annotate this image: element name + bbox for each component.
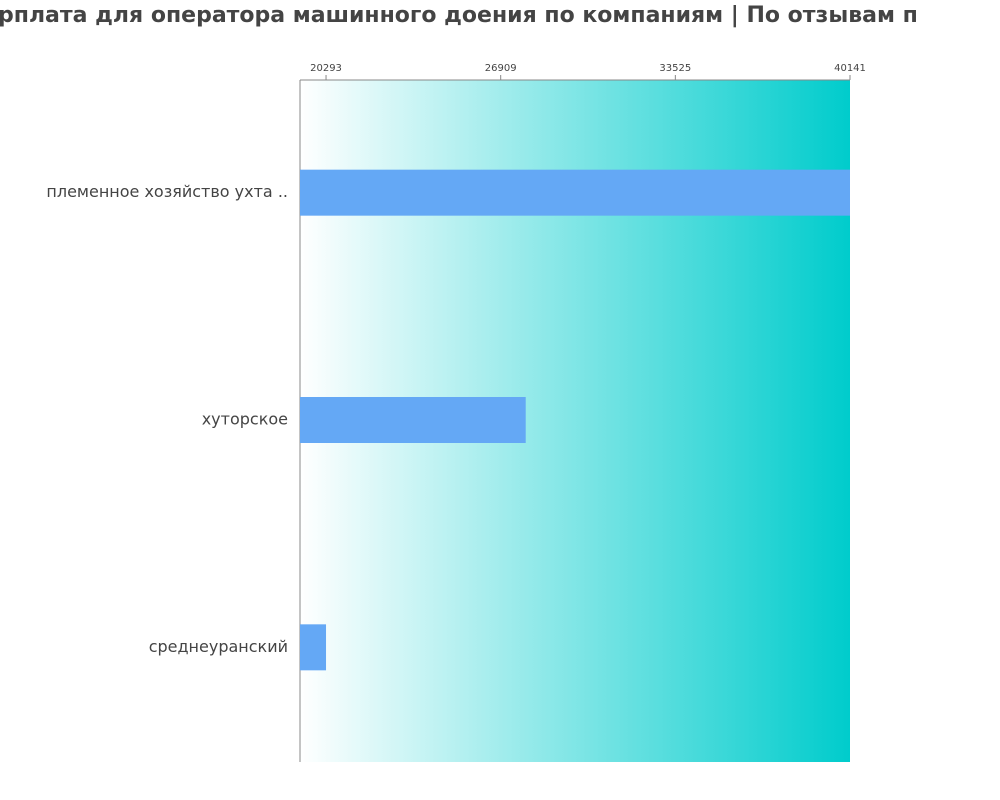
x-tick-label: 40141: [834, 63, 866, 74]
chart-title: рплата для оператора машинного доения по…: [0, 3, 918, 28]
bar: [300, 169, 850, 216]
x-tick-label: 33525: [659, 63, 691, 74]
x-tick-label: 26909: [485, 63, 517, 74]
x-tick-label: 20293: [310, 63, 342, 74]
y-tick-label: племенное хозяйство ухта ..: [46, 182, 288, 201]
y-tick-label: хуторское: [202, 410, 288, 429]
y-tick-label: среднеуранский: [149, 637, 288, 656]
bar: [300, 397, 526, 443]
bar: [300, 624, 327, 671]
